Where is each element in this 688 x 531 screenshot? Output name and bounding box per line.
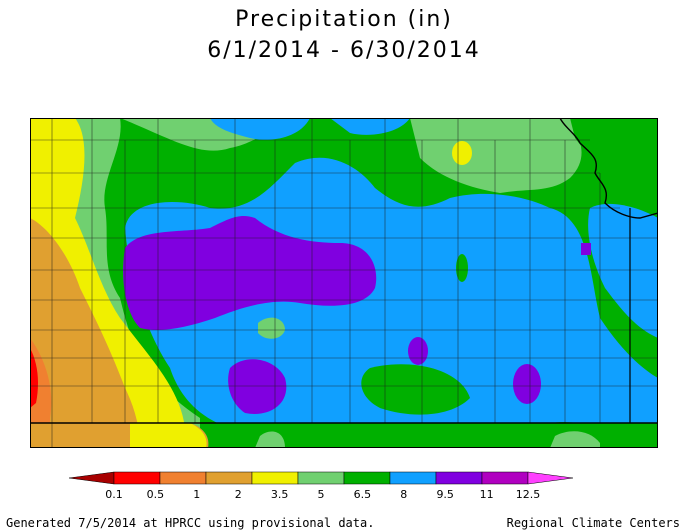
region-light-green-ring [258,317,285,339]
map-svg [30,118,658,448]
missouri-river [559,118,658,219]
legend-swatch [435,471,483,485]
region-yellow-south [130,423,207,448]
region-blue-east [588,203,658,338]
region-purple-spot1 [408,337,428,365]
legend-arrow-right [527,471,574,485]
region-purple-south [228,359,287,414]
legend-tick-label: 5 [318,488,325,501]
region-orange [30,218,140,448]
map-frame [30,118,658,448]
region-green-south [361,364,470,415]
legend-swatch [343,471,391,485]
region-green-spot [456,254,468,282]
legend-tick-label: 2 [235,488,242,501]
legend-tick-label: 9.5 [436,488,454,501]
region-purple-spot3 [581,243,591,255]
legend-arrow-left [68,471,115,485]
legend-tick-label: 3.5 [271,488,289,501]
legend-tick-label: 12.5 [516,488,541,501]
legend-swatch [113,471,161,485]
region-green-ne [570,118,658,238]
legend-swatch [205,471,253,485]
region-yellow-spot [452,141,472,165]
legend-tick-label: 8 [400,488,407,501]
region-purple-central [123,216,377,330]
color-legend: 0.1 0.5 1 2 3.5 5 6.5 8 9.5 11 12.5 [64,470,624,510]
legend-swatch [389,471,437,485]
region-blue-north2 [330,118,410,135]
legend-tick-label: 11 [480,488,494,501]
legend-swatch [297,471,345,485]
region-light-green-strip [255,431,285,448]
footer-source: Regional Climate Centers [506,516,680,530]
legend-tick-label: 1 [193,488,200,501]
region-green-strip [210,423,658,448]
footer-generated-note: Generated 7/5/2014 at HPRCC using provis… [6,516,375,530]
legend-swatch [481,471,529,485]
legend-tick-label: 6.5 [354,488,372,501]
legend-svg: 0.1 0.5 1 2 3.5 5 6.5 8 9.5 11 12.5 [68,471,574,501]
map-subtitle: 6/1/2014 - 6/30/2014 [207,38,481,63]
legend-swatch [251,471,299,485]
region-purple-spot2 [513,364,541,404]
precipitation-map [30,118,658,448]
legend-tick-label: 0.1 [105,488,123,501]
region-light-green-northeast [410,118,582,193]
map-title: Precipitation (in) [235,7,453,32]
region-red [30,348,38,408]
legend-tick-label: 0.5 [147,488,165,501]
region-light-green-strip2 [550,431,600,448]
legend-swatch [159,471,207,485]
